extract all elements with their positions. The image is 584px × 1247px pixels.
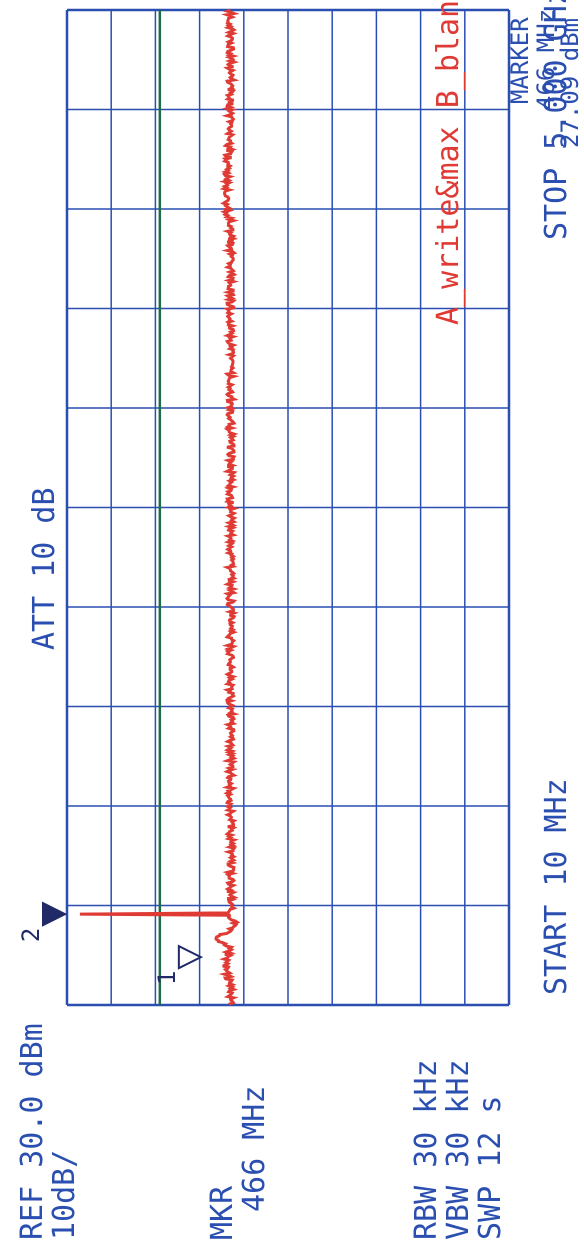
graticule <box>65 8 511 1007</box>
rbw-label: RBW 30 kHz <box>409 1059 444 1240</box>
trace-a <box>79 8 241 1006</box>
vbw-label: VBW 30 kHz <box>441 1059 476 1240</box>
marker-panel-freq: 466 MHz <box>532 9 560 110</box>
trace-legend: A_write&max B_blank <box>431 0 466 325</box>
marker-2-label: 2 <box>17 928 45 942</box>
start-freq-label: START 10 MHz <box>539 778 574 995</box>
marker-panel-title: MARKER <box>506 17 534 104</box>
att-label: ATT 10 dB <box>27 487 62 650</box>
ref-level-label: REF 30.0 dBm <box>15 1023 50 1240</box>
marker-panel-level: 27.09 dBm <box>556 18 584 148</box>
marker-1-icon <box>177 944 204 970</box>
swp-label: SWP 12 s <box>473 1096 508 1241</box>
mkr-label: MKR <box>205 1185 240 1240</box>
mkr-freq-label: 466 MHz <box>237 1086 272 1212</box>
stop-freq-label: STOP 5.000 GHz <box>539 0 574 240</box>
marker-1-label: 1 <box>153 971 181 985</box>
marker-group: 12 <box>17 901 204 985</box>
marker-2-icon <box>42 901 68 927</box>
scale-label: 10dB/ <box>47 1150 82 1240</box>
